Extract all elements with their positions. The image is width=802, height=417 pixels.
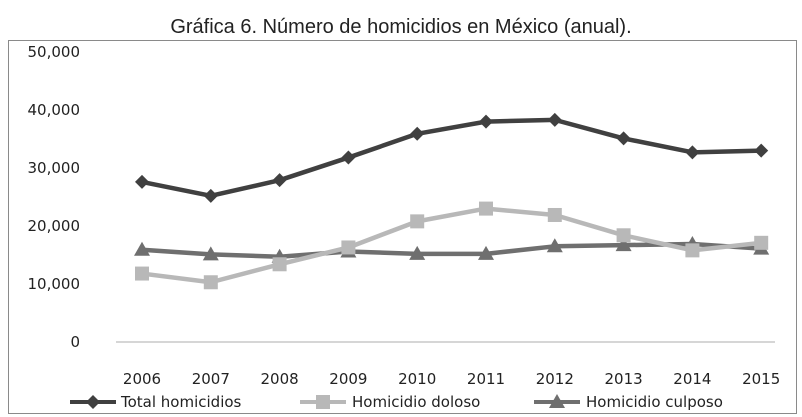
data-point	[272, 173, 287, 188]
data-point	[410, 214, 425, 229]
series-line	[141, 206, 762, 285]
legend-item: Homicidio culposo	[534, 393, 723, 411]
data-point	[203, 275, 218, 290]
y-tick-label: 20,000	[28, 217, 81, 235]
x-tick-label: 2009	[329, 370, 367, 388]
x-tick-label: 2008	[261, 370, 299, 388]
data-point	[341, 150, 356, 165]
legend: Total homicidios Homicidio doloso Homicidi…	[70, 393, 723, 411]
x-tick-label: 2012	[536, 370, 574, 388]
series-line	[141, 117, 762, 199]
data-point	[479, 201, 493, 216]
y-tick-label: 50,000	[28, 43, 81, 61]
chart-title: Gráfica 6. Número de homicidios en Méxic…	[170, 16, 632, 38]
legend-label: Homicidio doloso	[352, 393, 480, 411]
legend-marker	[86, 395, 100, 409]
x-tick-label: 2006	[123, 370, 161, 388]
legend-marker	[316, 395, 330, 409]
y-axis: 0 10,000 20,000 30,000 40,000 50,000	[28, 43, 81, 351]
series-homicidio-culposo	[134, 235, 770, 263]
chart-frame	[8, 40, 797, 414]
data-point	[754, 235, 769, 250]
data-point	[203, 188, 218, 203]
x-tick-label: 2013	[605, 370, 643, 388]
data-point	[341, 240, 356, 255]
y-tick-label: 0	[70, 333, 80, 351]
x-tick-label: 2015	[742, 370, 780, 388]
data-point	[616, 131, 631, 146]
data-point	[272, 257, 287, 272]
data-point	[135, 174, 149, 189]
data-point	[479, 114, 493, 129]
legend-label: Total homicidios	[120, 393, 242, 411]
legend-marker	[549, 394, 565, 408]
data-point	[546, 238, 563, 253]
data-point	[616, 228, 631, 243]
legend-label: Homicidio culposo	[586, 393, 723, 411]
data-point	[754, 143, 769, 158]
data-point	[135, 266, 149, 281]
x-tick-label: 2010	[398, 370, 436, 388]
series-layer	[134, 112, 770, 290]
x-axis: 2006 2007 2008 2009 2010 2011 2012 2013 2014 2015	[116, 341, 780, 388]
data-point	[410, 126, 425, 141]
data-point	[685, 243, 700, 258]
data-point	[202, 246, 219, 261]
data-point	[134, 241, 150, 256]
y-tick-label: 10,000	[28, 275, 81, 293]
x-tick-label: 2007	[192, 370, 230, 388]
data-point	[478, 245, 494, 260]
x-tick-label: 2014	[673, 370, 711, 388]
legend-item: Total homicidios	[70, 393, 242, 411]
series-total-homicidios	[135, 112, 769, 203]
y-tick-label: 40,000	[28, 101, 81, 119]
data-point	[685, 145, 700, 160]
x-tick-label: 2011	[467, 370, 505, 388]
legend-item: Homicidio doloso	[300, 393, 480, 411]
series-homicidio-doloso	[135, 201, 769, 290]
data-point	[547, 207, 562, 222]
data-point	[547, 112, 562, 127]
y-tick-label: 30,000	[28, 159, 81, 177]
data-point	[615, 237, 632, 252]
data-point	[409, 245, 426, 260]
